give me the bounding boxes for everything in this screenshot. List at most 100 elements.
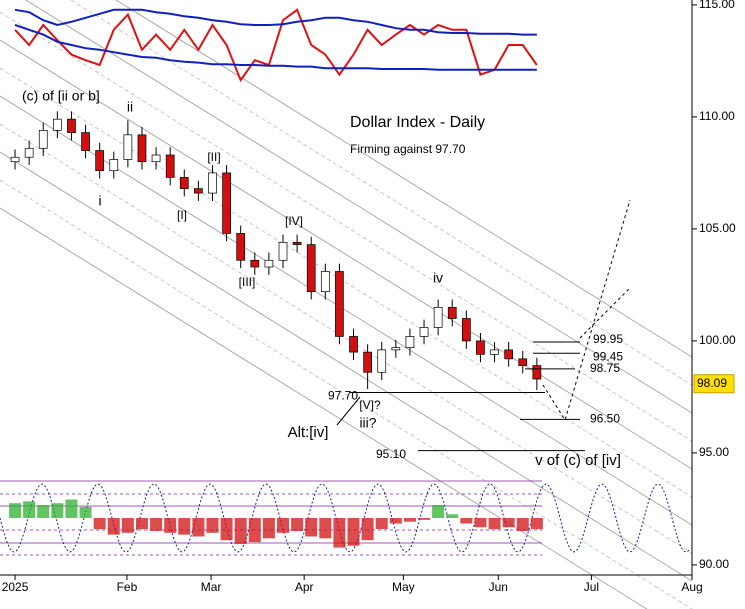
- histogram-bar: [389, 518, 402, 524]
- histogram-bar: [530, 518, 543, 530]
- candle-body: [250, 259, 260, 268]
- candle-body: [53, 118, 62, 131]
- annotation: [III]: [239, 275, 256, 289]
- histogram-bar: [446, 514, 459, 518]
- histogram-bar: [375, 518, 388, 530]
- histogram-bar: [502, 518, 515, 528]
- candle-body: [504, 349, 514, 360]
- level-label: 99.45: [593, 349, 623, 363]
- candle-body: [306, 244, 316, 292]
- candle-body: [95, 150, 105, 172]
- indicator-line: [14, 8, 538, 83]
- candle-body: [433, 306, 443, 328]
- indicator-line: [14, 8, 537, 36]
- candle-body: [335, 271, 344, 337]
- projection: [542, 199, 631, 422]
- histogram-bar: [474, 518, 487, 528]
- annotation: [V]?: [359, 398, 381, 412]
- pointer: [336, 396, 361, 426]
- candle-body: [419, 327, 429, 337]
- candle-body: [109, 159, 119, 172]
- channel-line: [25, 0, 693, 414]
- histogram-bar: [347, 518, 360, 546]
- candle-body: [461, 318, 471, 342]
- channel-line: [0, 207, 648, 609]
- level-label: 98.75: [590, 361, 620, 375]
- channel-line: [115, 0, 693, 358]
- candle-body: [264, 259, 274, 268]
- candle-body: [377, 349, 387, 373]
- histogram-bar: [403, 518, 416, 522]
- histogram-bar: [9, 503, 22, 518]
- annotation: iii?: [359, 415, 376, 431]
- histogram-bar: [291, 518, 304, 531]
- x-tick-label: Aug: [681, 580, 702, 594]
- x-tick-label: 2025: [2, 580, 29, 594]
- candle-body: [165, 154, 175, 178]
- histogram-bar: [319, 518, 332, 539]
- indicator-line: [14, 24, 537, 71]
- candle-body: [518, 358, 528, 366]
- x-tick-label: Jun: [489, 580, 508, 594]
- candle-body: [292, 242, 302, 245]
- candle-body: [236, 233, 246, 261]
- candle-body: [194, 188, 203, 194]
- channel-line: [0, 11, 693, 442]
- y-tick-label: 105.00: [699, 221, 736, 235]
- annotation: v of (c) of [iv]: [535, 452, 621, 469]
- x-tick-label: May: [392, 580, 415, 594]
- candle-body: [24, 147, 34, 158]
- y-tick-label: 90.00: [699, 557, 729, 571]
- histogram-bar: [516, 518, 529, 531]
- candle-body: [278, 242, 288, 261]
- annotation: ii: [127, 99, 133, 115]
- candle-body: [320, 271, 330, 292]
- y-tick-label: 110.00: [699, 109, 735, 123]
- candle-body: [151, 154, 161, 163]
- histogram-bar: [121, 518, 134, 533]
- annotation: Alt:[iv]: [288, 424, 329, 441]
- histogram-bar: [93, 518, 106, 530]
- x-tick-label: Feb: [117, 580, 138, 594]
- y-tick-label: 95.00: [699, 445, 729, 459]
- annotation: (c) of [ii or b]: [22, 88, 100, 104]
- histogram-bar: [150, 518, 163, 531]
- channel-line: [0, 179, 693, 609]
- histogram-bar: [37, 505, 50, 518]
- histogram-bar: [23, 501, 36, 518]
- candle-body: [10, 156, 20, 163]
- last-price-box: [693, 374, 735, 394]
- histogram-bar: [432, 505, 445, 518]
- candle-body: [123, 134, 133, 160]
- candle-body: [490, 349, 499, 355]
- histogram-bar: [107, 518, 120, 535]
- chart-subtitle: Firming against 97.70: [350, 142, 466, 156]
- channel-line: [0, 151, 693, 582]
- histogram-bar: [65, 499, 78, 518]
- histogram-bar: [234, 518, 247, 544]
- level-label: 97.70: [328, 389, 358, 403]
- x-tick-label: Apr: [295, 580, 314, 594]
- annotation: [II]: [207, 150, 220, 164]
- chart-title: Dollar Index - Daily: [350, 114, 485, 131]
- annotation: [IV]: [285, 214, 303, 228]
- y-tick-label: 115.00: [699, 0, 735, 11]
- candle-body: [38, 130, 48, 149]
- annotation: i: [98, 193, 101, 209]
- histogram-bar: [206, 518, 219, 533]
- candle-body: [532, 365, 542, 380]
- histogram-bar: [192, 518, 205, 537]
- level-label: 96.50: [590, 411, 620, 425]
- histogram-bar: [333, 518, 346, 548]
- candle-body: [222, 172, 231, 234]
- x-tick-label: Mar: [201, 580, 222, 594]
- histogram-bar: [164, 518, 177, 533]
- level-label: 99.95: [593, 332, 623, 346]
- annotation: iv: [433, 270, 443, 286]
- candle-body: [208, 172, 217, 194]
- histogram-bar: [460, 518, 473, 524]
- channel-line: [0, 67, 693, 498]
- candle-body: [391, 347, 401, 351]
- x-tick-label: Jul: [584, 580, 599, 594]
